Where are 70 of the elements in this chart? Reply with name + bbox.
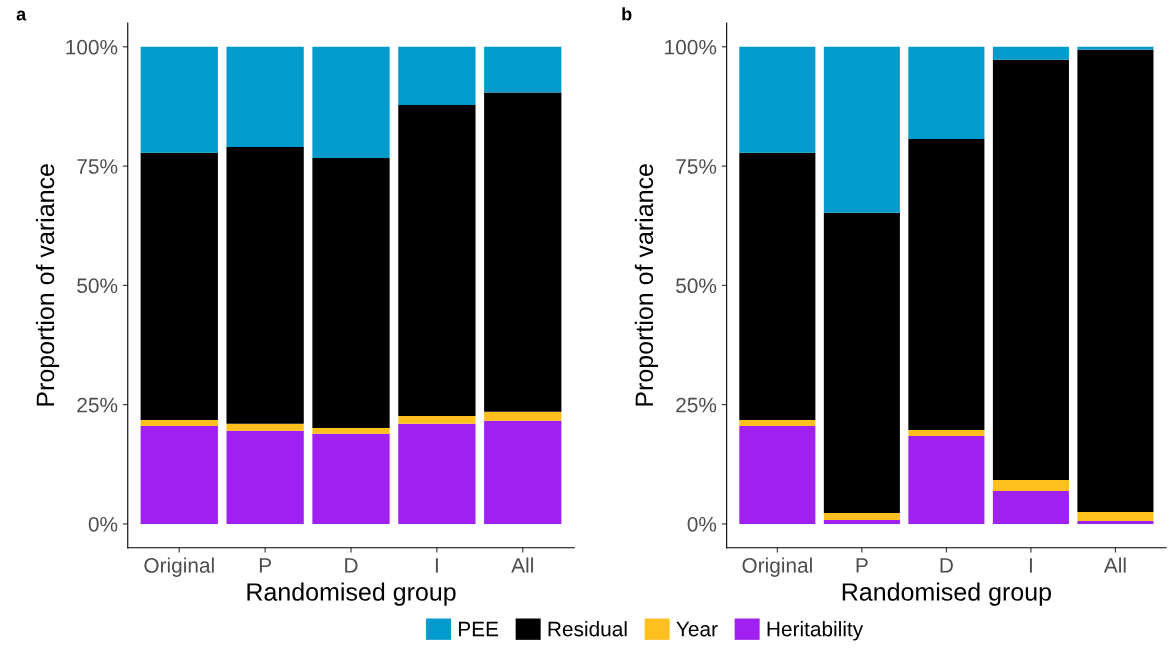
bar: [739, 426, 816, 524]
bar: [312, 428, 390, 434]
x-axis-title: Randomised group: [247, 582, 456, 606]
bar: [992, 490, 1069, 524]
bar: [140, 426, 218, 524]
bar: [140, 152, 218, 420]
y-tick-label: 100%: [66, 39, 118, 55]
legend-label: Residual: [548, 621, 627, 637]
x-tick-label: Original: [742, 557, 812, 577]
y-tick-label: 50%: [676, 278, 717, 294]
x-tick-label: I: [435, 558, 438, 573]
bar: [992, 46, 1069, 60]
bar: [908, 429, 985, 437]
bar: [823, 46, 900, 213]
bar: [226, 147, 304, 424]
bar: [226, 46, 304, 147]
legend-label: Heritability: [767, 621, 864, 641]
bar: [398, 105, 476, 417]
bar: [312, 157, 390, 429]
bar: [484, 46, 562, 93]
bar: [739, 46, 816, 153]
x-tick-label: Original: [144, 557, 214, 577]
y-axis-title: Proportion of variance: [634, 164, 659, 406]
bar: [226, 430, 304, 524]
bar: [739, 152, 816, 420]
y-tick-label: 75%: [676, 159, 717, 174]
y-tick-label: 75%: [77, 159, 118, 174]
y-tick-label: 0%: [88, 516, 118, 532]
x-tick-label: P: [259, 558, 271, 573]
bar: [312, 46, 390, 158]
x-tick-label: D: [345, 558, 358, 573]
x-tick-label: P: [856, 558, 868, 573]
bar: [992, 480, 1069, 491]
y-tick-label: 25%: [77, 397, 118, 413]
legend-label: PEE: [459, 621, 499, 637]
x-axis-title: Randomised group: [842, 582, 1051, 606]
bar: [312, 433, 390, 524]
bar: [823, 512, 900, 521]
bar: [823, 212, 900, 513]
y-tick-label: 25%: [676, 397, 717, 413]
bar: [398, 46, 476, 106]
bar: [140, 46, 218, 153]
bar: [908, 436, 985, 524]
bar: [226, 423, 304, 431]
bar: [1077, 49, 1154, 512]
bar: [398, 416, 476, 424]
y-tick-label: 100%: [665, 39, 717, 55]
legend-label: Year: [676, 621, 718, 637]
bar: [823, 520, 900, 524]
x-tick-label: All: [511, 557, 533, 573]
bar: [992, 59, 1069, 481]
bar: [484, 92, 562, 412]
bar: [1077, 511, 1154, 522]
x-tick-label: D: [940, 558, 953, 573]
bar: [1077, 46, 1154, 50]
y-tick-label: 50%: [77, 278, 118, 294]
x-tick-label: All: [1103, 557, 1126, 573]
bar: [140, 419, 218, 427]
bar: [484, 420, 562, 524]
x-tick-label: I: [1029, 558, 1032, 573]
y-tick-label: 0%: [687, 516, 717, 532]
bar: [1077, 521, 1154, 524]
bar: [484, 411, 562, 421]
text: b: [622, 7, 632, 21]
text: a: [16, 10, 27, 21]
y-axis-title: Proportion of variance: [35, 164, 60, 406]
bar: [908, 46, 985, 139]
bar: [398, 423, 476, 524]
bar: [739, 419, 816, 427]
bar: [908, 138, 985, 430]
